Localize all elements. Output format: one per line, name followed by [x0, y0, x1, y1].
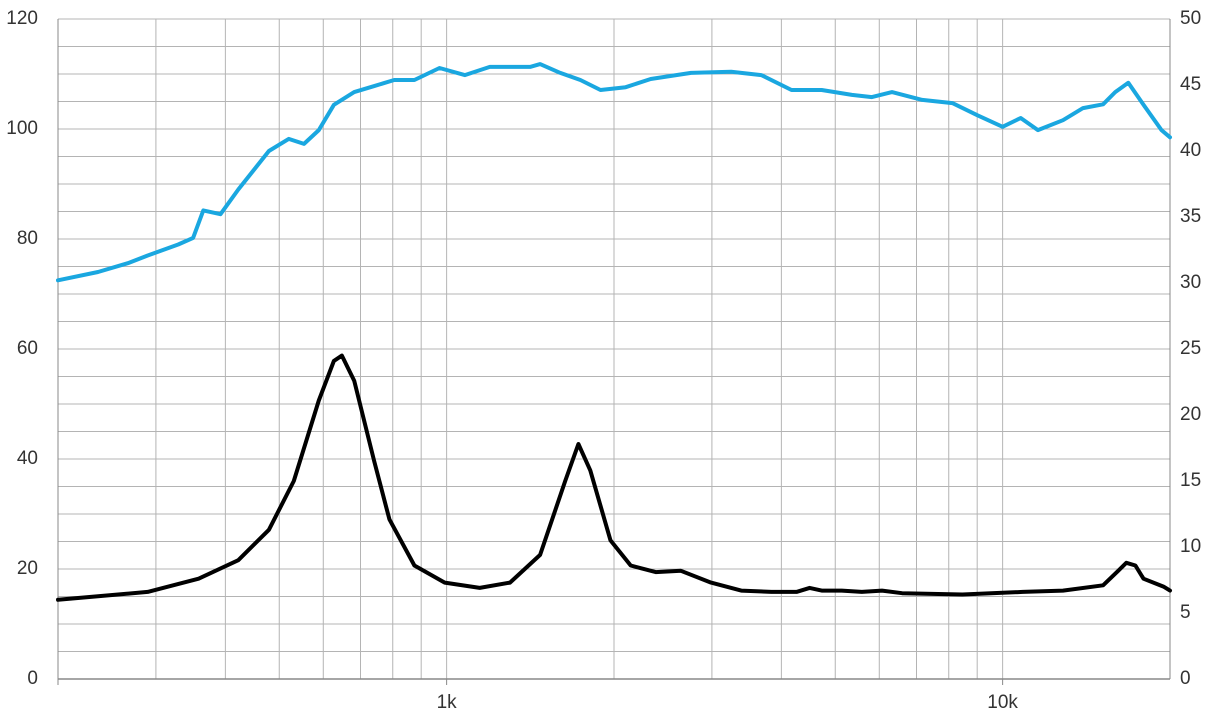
y2-tick-label: 40: [1180, 140, 1201, 161]
y-tick-label: 60: [17, 338, 38, 359]
y-tick-label: 80: [17, 228, 38, 249]
y2-tick-label: 15: [1180, 470, 1201, 491]
y2-tick-label: 35: [1180, 206, 1201, 227]
y-tick-label: 0: [27, 668, 38, 689]
y2-tick-label: 0: [1180, 668, 1191, 689]
y2-tick-label: 20: [1180, 404, 1201, 425]
x-tick-label: 1k: [437, 692, 458, 713]
y2-tick-label: 45: [1180, 74, 1201, 95]
y-tick-label: 20: [17, 558, 38, 579]
y-tick-label: 120: [6, 8, 38, 29]
y2-tick-label: 30: [1180, 272, 1201, 293]
series-line: [56, 62, 1172, 283]
series-line: [56, 353, 1172, 602]
y2-tick-label: 10: [1180, 536, 1201, 557]
y-tick-label: 40: [17, 448, 38, 469]
y2-tick-label: 25: [1180, 338, 1201, 359]
x-tick-label: 10k: [987, 692, 1018, 713]
y2-tick-label: 5: [1180, 602, 1191, 623]
y-tick-label: 100: [6, 118, 38, 139]
y2-tick-label: 50: [1180, 8, 1201, 29]
